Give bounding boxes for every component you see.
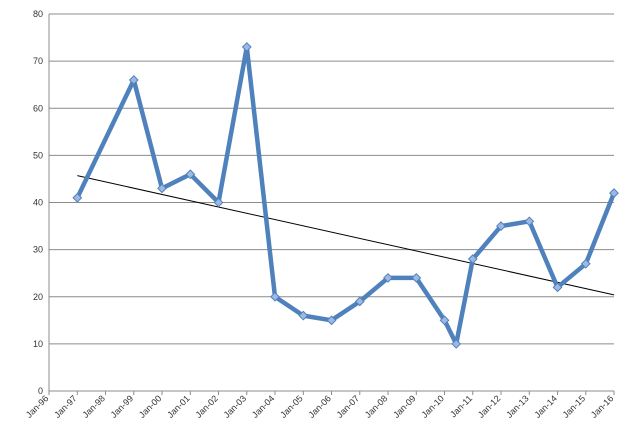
data-point-2005-01-01	[298, 310, 309, 321]
x-tick-label-jan-15: Jan-15	[561, 393, 588, 420]
data-point-2004-01-01	[270, 291, 280, 302]
data-point-2008-01-01	[383, 272, 393, 283]
x-tick-label-jan-02: Jan-02	[193, 393, 220, 420]
x-tick-labels: Jan-96 Jan-97 Jan-98 Jan-99 Jan-00 Jan-01 Jan-…	[24, 393, 616, 420]
x-tick-label-jan-13: Jan-13	[504, 393, 531, 420]
gridlines	[49, 13, 614, 345]
y-tick-label-0: 0	[38, 386, 43, 396]
data-point-1999-01-01	[128, 75, 139, 85]
data-point-2014-01-01	[552, 282, 563, 293]
x-tick-label-jan-01: Jan-01	[165, 393, 192, 420]
x-tick-label-jan-14: Jan-14	[532, 393, 559, 420]
data-point-2010-06-01	[451, 338, 462, 349]
data-point-2013-01-01	[524, 216, 535, 227]
x-tick-label-jan-08: Jan-08	[363, 393, 390, 420]
x-tick-label-jan-97: Jan-97	[52, 393, 79, 420]
y-tick-label-30: 30	[33, 245, 43, 255]
x-tick-label-jan-16: Jan-16	[589, 393, 616, 420]
series-line-0	[75, 44, 617, 347]
x-tick-label-jan-10: Jan-10	[419, 393, 446, 420]
x-tick-label-jan-09: Jan-09	[391, 393, 418, 420]
y-tick-label-70: 70	[33, 56, 43, 66]
x-tick-label-jan-98: Jan-98	[80, 393, 107, 420]
data-point-2011-01-01	[467, 254, 478, 264]
x-tick-label-jan-04: Jan-04	[250, 393, 277, 420]
data-point-2002-01-01	[213, 197, 224, 208]
y-tick-label-50: 50	[33, 150, 43, 160]
data-point-2006-01-01	[326, 315, 337, 326]
x-tick-label-jan-07: Jan-07	[335, 393, 362, 420]
series-layer	[72, 42, 619, 349]
data-point-2016-01-01	[609, 188, 619, 198]
trendline	[77, 175, 615, 296]
data-point-2003-01-01	[241, 42, 252, 52]
y-tick-label-40: 40	[33, 198, 43, 208]
x-tick-label-jan-05: Jan-05	[278, 393, 305, 420]
x-tick-label-jan-11: Jan-11	[448, 393, 474, 419]
x-tick-label-jan-96: Jan-96	[24, 393, 51, 420]
data-point-2007-01-01	[354, 296, 365, 307]
x-tick-label-jan-03: Jan-03	[222, 393, 249, 420]
data-point-1997-01-01	[72, 192, 83, 203]
x-tick-label-jan-99: Jan-99	[109, 393, 136, 420]
data-point-2010-01-01	[439, 315, 450, 326]
trendline-layer	[77, 175, 615, 296]
y-tick-label-20: 20	[33, 292, 43, 302]
x-tick-label-jan-06: Jan-06	[306, 393, 333, 420]
data-point-2012-01-01	[496, 221, 506, 231]
data-point-2000-01-01	[157, 183, 167, 194]
y-tick-labels: 0 10 20 30 40 50 60 70 80	[33, 9, 43, 396]
data-point-2009-01-01	[411, 272, 422, 283]
y-tick-label-60: 60	[33, 103, 43, 113]
data-point-2015-01-01	[580, 258, 591, 269]
axes	[48, 14, 615, 395]
x-tick-label-jan-00: Jan-00	[137, 393, 164, 420]
y-tick-label-80: 80	[33, 9, 43, 19]
x-tick-label-jan-12: Jan-12	[476, 393, 503, 420]
data-point-2001-01-01	[185, 169, 196, 180]
y-tick-label-10: 10	[33, 339, 43, 349]
